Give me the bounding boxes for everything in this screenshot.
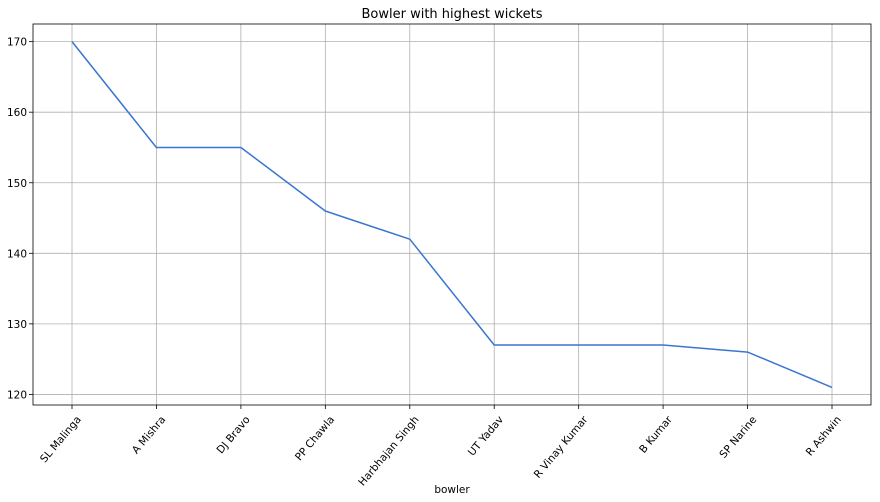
plot-frame [32,23,872,406]
x-tick-label: R Vinay Kumar [532,413,591,480]
x-tick-label: SP Narine [717,414,759,461]
tick-layer: SL Malinga A Mishra DJ Bravo PP Chawla Harbh… [7,37,844,489]
x-tick-label: SL Malinga [38,414,84,465]
x-tick-label: R Ashwin [804,414,844,459]
y-tick-label: 150 [7,178,27,190]
x-axis-label: bowler [434,484,470,496]
y-tick-label: 160 [7,107,27,119]
y-tick-label: 170 [7,37,27,49]
y-tick-label: 120 [7,389,27,401]
x-tick-label: B Kumar [637,413,675,455]
series-layer [71,41,833,389]
series-line-wickets [71,41,833,389]
chart-title: Bowler with highest wickets [362,7,543,22]
x-tick-label: DJ Bravo [215,414,253,456]
x-tick-label: PP Chawla [293,414,337,463]
y-tick-label: 130 [7,319,27,331]
x-tick-label: A Mishra [130,414,168,456]
x-tick-label: UT Yadav [466,414,506,459]
grid-layer [33,24,871,405]
x-tick-label: Harbhajan Singh [356,414,421,489]
y-tick-label: 140 [7,248,27,260]
